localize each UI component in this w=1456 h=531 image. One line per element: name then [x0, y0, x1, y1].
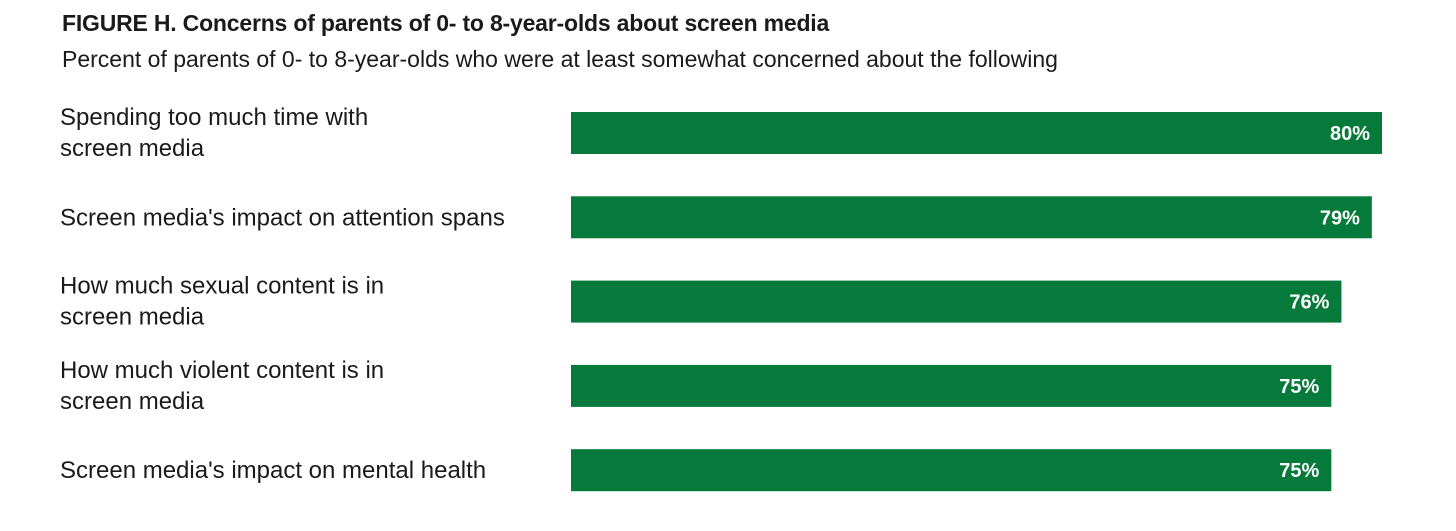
- value-label-1: 80%: [1330, 123, 1370, 145]
- category-label-5: Screen media's impact on mental health: [60, 457, 486, 484]
- value-label-4: 75%: [1279, 376, 1319, 398]
- chart-title: FIGURE H. Concerns of parents of 0- to 8…: [62, 10, 830, 36]
- category-label-2: Screen media's impact on attention spans: [60, 204, 505, 231]
- bar-1: [571, 112, 1382, 154]
- bar-2: [571, 196, 1372, 239]
- category-label-1: Spending too much time with screen media: [60, 104, 368, 162]
- value-label-3: 76%: [1289, 292, 1329, 314]
- bar-5: [571, 449, 1332, 492]
- bar-3: [571, 280, 1342, 323]
- category-label-4: How much violent content is in screen med…: [60, 357, 384, 415]
- value-label-2: 79%: [1320, 207, 1360, 229]
- bar-4: [571, 364, 1332, 407]
- value-label-5: 75%: [1279, 460, 1319, 482]
- category-label-3: How much sexual content is in screen medi…: [60, 273, 384, 331]
- chart-subtitle: Percent of parents of 0- to 8-year-olds …: [62, 46, 1058, 72]
